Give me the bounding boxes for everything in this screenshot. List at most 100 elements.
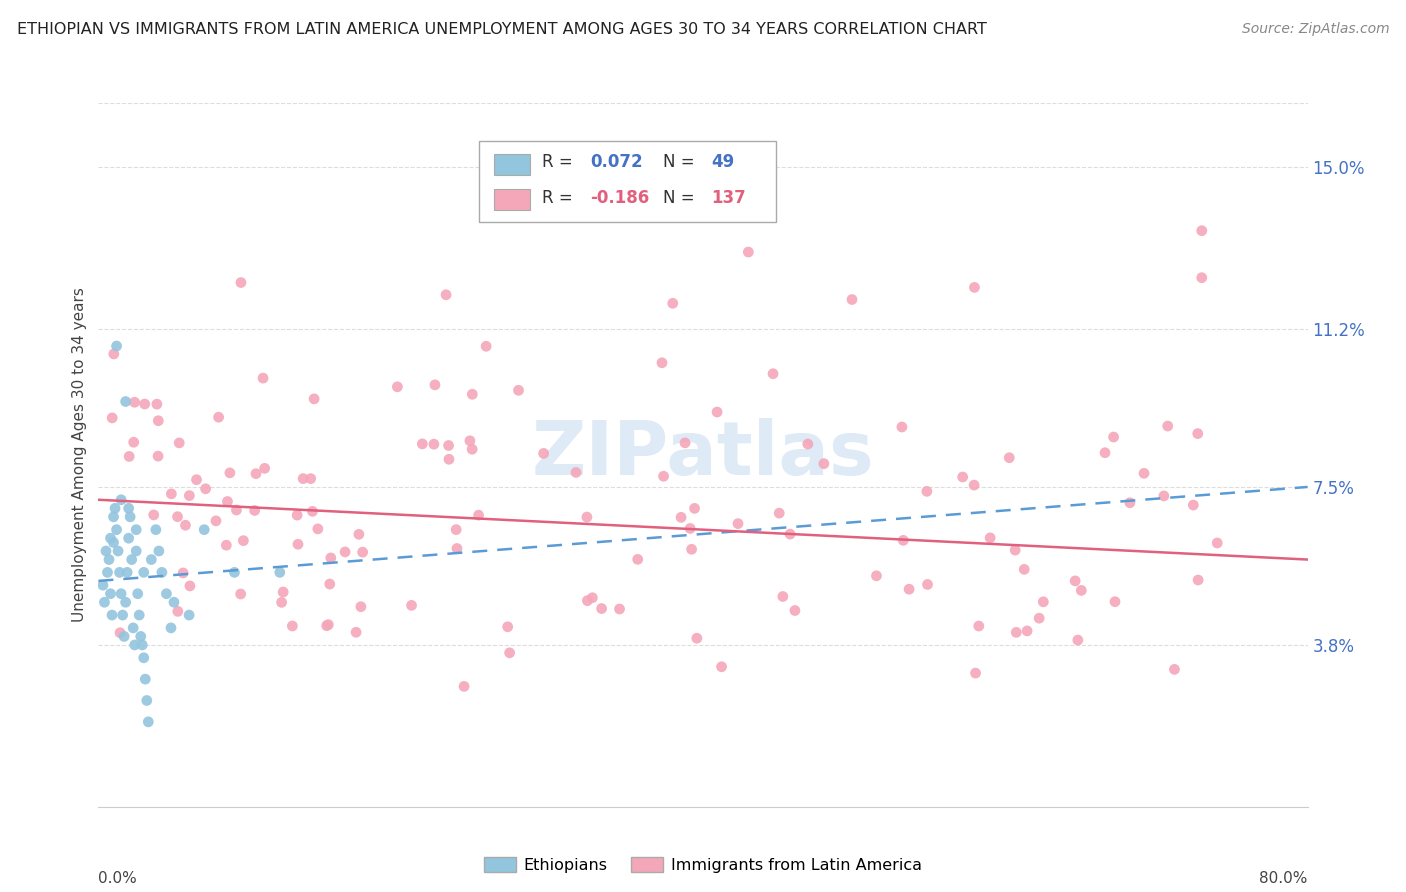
Point <box>333 545 356 559</box>
Point <box>453 680 475 694</box>
Point <box>813 457 835 471</box>
Point <box>114 394 136 409</box>
Point <box>120 509 142 524</box>
Point <box>1153 489 1175 503</box>
Point <box>627 552 650 566</box>
Point <box>179 489 201 503</box>
Point <box>461 442 484 457</box>
Point <box>253 461 276 475</box>
Point <box>446 541 468 556</box>
Point <box>1191 270 1213 285</box>
Point <box>565 466 588 480</box>
Point <box>1032 595 1054 609</box>
Point <box>103 509 125 524</box>
Point <box>1064 574 1087 588</box>
Point <box>125 523 148 537</box>
Point <box>281 619 304 633</box>
Text: -0.186: -0.186 <box>591 189 650 207</box>
Point <box>651 356 673 370</box>
Point <box>125 544 148 558</box>
Point <box>179 608 201 623</box>
Point <box>141 552 163 566</box>
Point <box>160 621 183 635</box>
Point <box>271 585 294 599</box>
Point <box>1094 446 1116 460</box>
Point <box>145 523 167 537</box>
Point <box>179 579 201 593</box>
Point <box>270 595 292 609</box>
Point <box>132 650 155 665</box>
Point <box>1163 662 1185 676</box>
Point <box>319 577 342 591</box>
Point <box>146 397 169 411</box>
Point <box>783 603 806 617</box>
Point <box>245 467 267 481</box>
Point <box>101 411 124 425</box>
Point <box>205 514 228 528</box>
Point <box>108 566 131 580</box>
Point <box>411 437 433 451</box>
Point <box>1182 498 1205 512</box>
Point <box>107 544 129 558</box>
Point <box>160 487 183 501</box>
Point <box>437 438 460 452</box>
Point <box>727 516 749 531</box>
Point <box>318 617 340 632</box>
Point <box>172 566 194 580</box>
Point <box>475 339 498 353</box>
Point <box>118 531 141 545</box>
Point <box>998 450 1021 465</box>
Point <box>269 566 291 580</box>
Point <box>673 435 696 450</box>
Point <box>217 494 239 508</box>
Point <box>437 452 460 467</box>
Legend: Ethiopians, Immigrants from Latin America: Ethiopians, Immigrants from Latin Americ… <box>477 851 929 880</box>
Point <box>576 593 599 607</box>
Point <box>1102 430 1125 444</box>
Point <box>423 377 446 392</box>
Point <box>319 550 342 565</box>
Point <box>461 387 484 401</box>
Y-axis label: Unemployment Among Ages 30 to 34 years: Unemployment Among Ages 30 to 34 years <box>72 287 87 623</box>
Point <box>706 405 728 419</box>
Point <box>134 672 156 686</box>
Point <box>1028 611 1050 625</box>
Point <box>444 523 467 537</box>
Text: R =: R = <box>543 189 578 207</box>
Point <box>890 420 912 434</box>
Point <box>669 510 692 524</box>
Point <box>224 566 246 580</box>
Point <box>122 435 145 450</box>
Point <box>581 591 603 605</box>
Point <box>737 245 759 260</box>
Text: ZIPatlas: ZIPatlas <box>531 418 875 491</box>
Point <box>287 537 309 551</box>
Point <box>768 506 790 520</box>
Point <box>1206 536 1229 550</box>
Point <box>129 629 152 643</box>
Point <box>683 501 706 516</box>
Point <box>779 527 801 541</box>
Point <box>167 436 190 450</box>
Point <box>350 599 373 614</box>
Point <box>496 620 519 634</box>
Point <box>575 510 598 524</box>
Point <box>91 578 114 592</box>
Point <box>148 414 170 428</box>
Point <box>302 392 325 406</box>
Point <box>915 484 938 499</box>
Text: 0.072: 0.072 <box>591 153 643 171</box>
Point <box>150 566 173 580</box>
Point <box>1017 624 1039 638</box>
Point <box>967 619 990 633</box>
Point <box>315 618 337 632</box>
Point <box>121 552 143 566</box>
Point <box>1187 426 1209 441</box>
Point <box>1191 224 1213 238</box>
Point <box>148 544 170 558</box>
Point <box>841 293 863 307</box>
Point <box>681 542 703 557</box>
Text: 49: 49 <box>711 153 735 171</box>
Point <box>252 371 274 385</box>
Point <box>146 449 169 463</box>
